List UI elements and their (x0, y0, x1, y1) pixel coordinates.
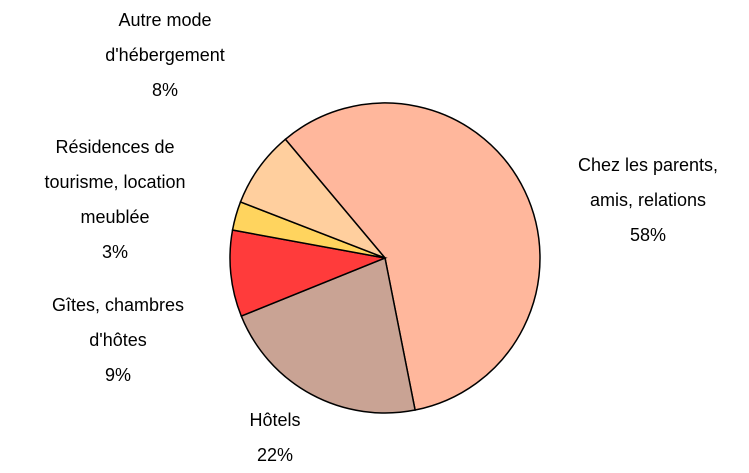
pie-slice (240, 256, 416, 414)
value-label: 3% (101, 242, 128, 262)
value-label: 22% (256, 445, 294, 465)
category-label: Chez les parents, amis, relations (577, 155, 719, 210)
slice-label: Résidences de tourisme, location meublée… (28, 130, 203, 270)
category-label: Autre mode d'hébergement (105, 10, 225, 65)
slice-label: Gîtes, chambres d'hôtes 9% (28, 288, 208, 393)
slice-label: Hôtels 22% (215, 403, 335, 473)
value-label: 8% (151, 80, 178, 100)
category-label: Hôtels (249, 410, 301, 430)
pie-slice (239, 138, 386, 259)
value-label: 9% (104, 365, 131, 385)
pie-slice (284, 102, 541, 411)
category-label: Résidences de tourisme, location meublée (44, 137, 186, 227)
slice-label: Chez les parents, amis, relations 58% (561, 148, 736, 253)
value-label: 58% (629, 225, 667, 245)
category-label: Gîtes, chambres d'hôtes (51, 295, 185, 350)
slice-label: Autre mode d'hébergement 8% (78, 3, 253, 108)
